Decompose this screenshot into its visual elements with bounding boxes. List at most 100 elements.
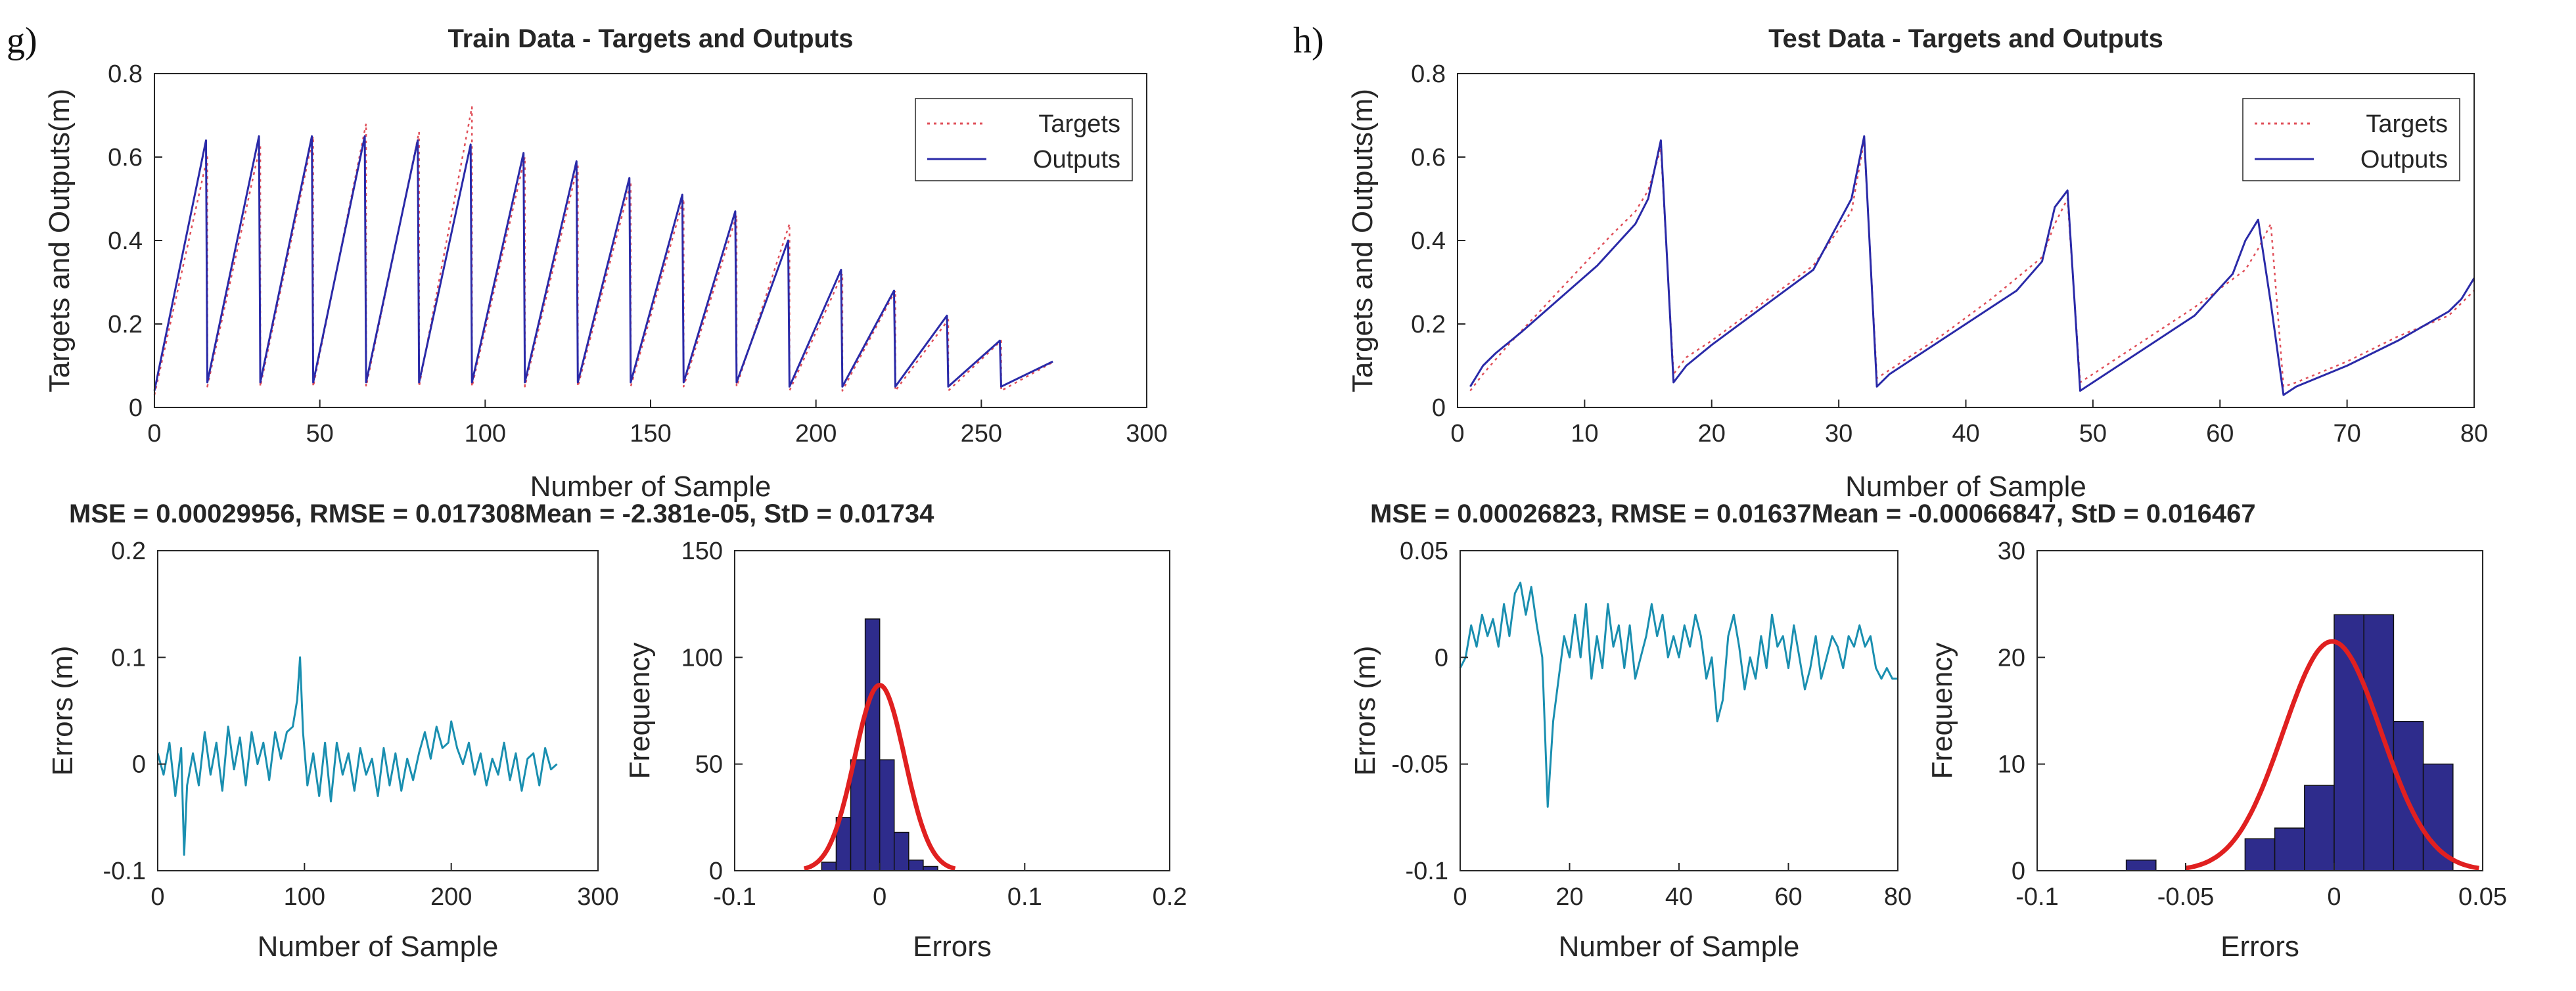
test_main-ytick-label: 0 xyxy=(1432,394,1446,422)
train_hist-xtick-label: 0 xyxy=(873,883,886,911)
train_hist-ytick-label: 50 xyxy=(695,751,723,779)
test_hist-normal-fit-curve xyxy=(2185,639,2479,871)
test_main-legend-box xyxy=(2242,98,2460,181)
train_errors-ytick-label: 0.2 xyxy=(111,538,146,565)
train_errors-xtick-label: 100 xyxy=(284,883,325,911)
train_main-legend-targets-label: Targets xyxy=(1038,110,1120,138)
train_hist-xlabel: Errors xyxy=(913,931,992,963)
test_main-ytick-label: 0.8 xyxy=(1411,60,1446,88)
test_errors-xtick-label: 60 xyxy=(1774,883,1802,911)
train_main-xlabel: Number of Sample xyxy=(530,471,771,503)
train_errors-ylabel: Errors (m) xyxy=(47,646,79,776)
panel-label-g: g) xyxy=(7,20,37,61)
test_hist-xlabel: Errors xyxy=(2220,931,2299,963)
train_hist-bar xyxy=(850,759,866,871)
train_main-ytick-label: 0.2 xyxy=(108,311,143,338)
train_hist-ytick-label: 0 xyxy=(709,858,723,885)
train-stats-title: MSE = 0.00029956, RMSE = 0.017308Mean = … xyxy=(69,499,934,528)
train_hist-bar xyxy=(908,860,924,871)
train_errors-axes-box xyxy=(157,550,599,871)
train_main-legend-outputs-label: Outputs xyxy=(1033,146,1120,173)
train_main-xtick-label: 100 xyxy=(465,420,506,448)
test_hist-bar xyxy=(2393,720,2424,871)
test_hist-xtick-label: 0 xyxy=(2327,883,2341,911)
train_main-ytick-label: 0 xyxy=(129,394,143,422)
test_errors-ytick-label: -0.05 xyxy=(1391,751,1448,779)
test_errors-xtick-label: 40 xyxy=(1665,883,1693,911)
train_errors-xtick-label: 200 xyxy=(430,883,472,911)
test_main-ytick-label: 0.6 xyxy=(1411,144,1446,172)
test_hist-xtick-label: -0.05 xyxy=(2157,883,2215,911)
train_hist-xtick-label: 0.2 xyxy=(1153,883,1187,911)
test_errors-ylabel: Errors (m) xyxy=(1349,646,1381,776)
test_main-legend-targets-label: Targets xyxy=(2366,110,2448,138)
train_main-legend-box xyxy=(915,98,1133,181)
test_main-xtick-label: 60 xyxy=(2206,420,2234,448)
test_main-xlabel: Number of Sample xyxy=(1845,471,2086,503)
train_main-xtick-label: 50 xyxy=(306,420,334,448)
train_hist-ylabel: Frequency xyxy=(624,643,656,779)
test_hist-ylabel: Frequency xyxy=(1926,643,1958,779)
test_main-xtick-label: 40 xyxy=(1952,420,1979,448)
train_errors-ytick-label: 0.1 xyxy=(111,644,146,672)
test_errors-xtick-label: 80 xyxy=(1884,883,1912,911)
test_errors-xlabel: Number of Sample xyxy=(1559,931,1800,963)
test_errors-series xyxy=(1459,582,1898,808)
test_main-xtick-label: 70 xyxy=(2333,420,2360,448)
train_main-xtick-label: 150 xyxy=(630,420,671,448)
train-outputs-series xyxy=(153,135,1053,391)
train_errors-xtick-label: 300 xyxy=(577,883,618,911)
test_hist-bar xyxy=(2363,614,2395,871)
train_main-xtick-label: 0 xyxy=(147,420,161,448)
train_main-ylabel: Targets and Outputs(m) xyxy=(43,89,76,392)
train_hist-normal-fit-curve xyxy=(803,683,956,871)
test_errors-ytick-label: -0.1 xyxy=(1406,858,1448,885)
train_hist-bar xyxy=(864,618,881,871)
test_hist-ytick-label: 30 xyxy=(1998,538,2025,565)
train_hist-bar xyxy=(821,862,837,871)
test_main-ytick-label: 0.4 xyxy=(1411,227,1446,255)
test_hist-ytick-label: 0 xyxy=(2012,858,2025,885)
train_errors-series xyxy=(156,656,558,856)
test_hist-bar xyxy=(2422,763,2454,871)
test_hist-ytick-label: 10 xyxy=(1998,751,2025,779)
train_errors-ytick-label: 0 xyxy=(132,751,146,779)
train_main-title: Train Data - Targets and Outputs xyxy=(448,24,853,53)
test_main-legend-outputs-label: Outputs xyxy=(2360,146,2448,173)
test_hist-xtick-label: 0.05 xyxy=(2458,883,2507,911)
test_hist-bar xyxy=(2125,860,2157,871)
train_hist-axes-box xyxy=(734,550,1170,871)
test_hist-chart: -0.1 -0.05 0 0.05 0 10 20 30 Errors Frequency xyxy=(1926,538,2507,963)
test_hist-ytick-label: 20 xyxy=(1998,644,2025,672)
test_main-ytick-label: 0.2 xyxy=(1411,311,1446,338)
train_errors-ytick-label: -0.1 xyxy=(103,858,146,885)
train_hist-bar xyxy=(893,831,909,871)
panel-label-h: h) xyxy=(1293,20,1324,61)
train_hist-ytick-label: 150 xyxy=(681,538,723,565)
test_errors-xtick-label: 20 xyxy=(1555,883,1583,911)
test_errors-xtick-label: 0 xyxy=(1453,883,1467,911)
train_errors-xlabel: Number of Sample xyxy=(258,931,499,963)
test_hist-bar xyxy=(2244,838,2276,871)
test-outputs-series xyxy=(1469,135,2475,396)
test-stats-title: MSE = 0.00026823, RMSE = 0.01637Mean = -… xyxy=(1370,499,2256,528)
test_errors-chart: 0 20 40 60 80 -0.1 -0.05 0 0.05 Number of Sample E… xyxy=(1349,538,1912,963)
train_errors-xtick-label: 0 xyxy=(150,883,164,911)
train_main-chart: Targets Outputs 0 50 100 150 200 250 300 0 0.2 0.4 0… xyxy=(43,24,1168,503)
test_main-chart: Targets Outputs 0 10 20 30 40 50 60 70 80 0 0.2 0.4 0.… xyxy=(1346,24,2488,503)
train_main-xtick-label: 300 xyxy=(1126,420,1167,448)
test_main-ylabel: Targets and Outputs(m) xyxy=(1346,89,1379,392)
test_main-xtick-label: 30 xyxy=(1825,420,1852,448)
test_hist-bar xyxy=(2304,785,2335,871)
test_main-xtick-label: 10 xyxy=(1571,420,1598,448)
test_main-xtick-label: 20 xyxy=(1698,420,1726,448)
test_errors-axes-box xyxy=(1460,550,1898,871)
test_main-xtick-label: 50 xyxy=(2079,420,2107,448)
test_main-title: Test Data - Targets and Outputs xyxy=(1768,24,2163,53)
train_main-xtick-label: 250 xyxy=(961,420,1002,448)
train_main-ytick-label: 0.6 xyxy=(108,144,143,172)
test_main-xtick-label: 80 xyxy=(2460,420,2488,448)
train_main-xtick-label: 200 xyxy=(795,420,837,448)
